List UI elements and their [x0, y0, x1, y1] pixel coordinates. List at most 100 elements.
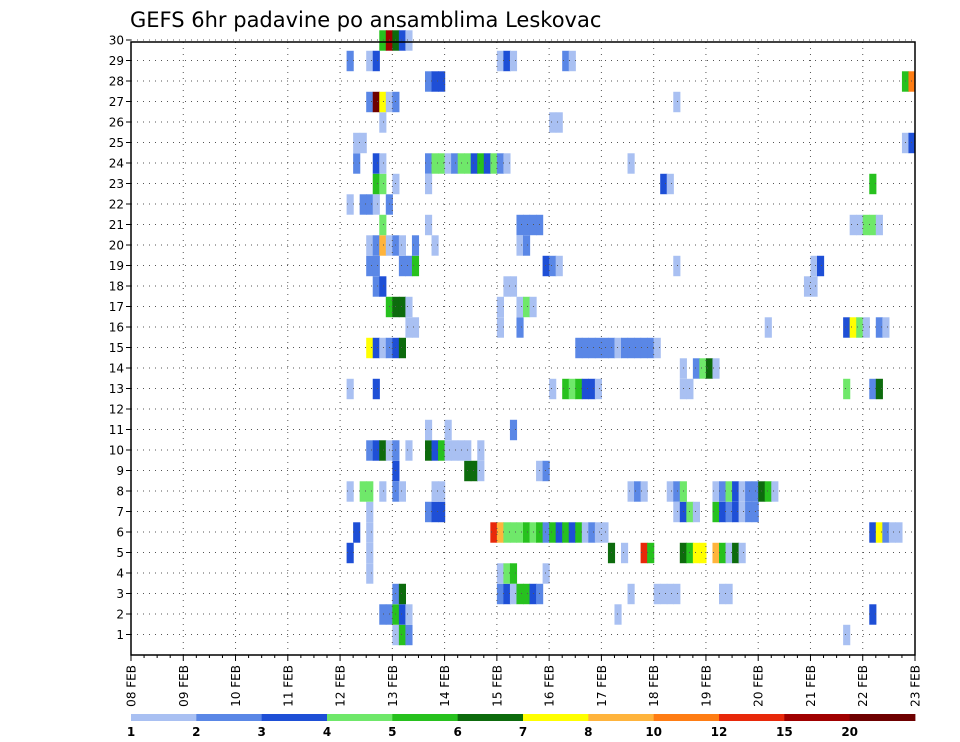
- heatmap-cell: [568, 522, 576, 543]
- heatmap-cell: [346, 542, 354, 564]
- heatmap-cell: [503, 153, 511, 174]
- heatmap-cell: [725, 542, 733, 564]
- y-tick-label: 18: [109, 280, 124, 294]
- heatmap-cell: [542, 460, 550, 482]
- x-tick-label: 17 FEB: [595, 665, 609, 707]
- colorbar-tick-label: 10: [645, 725, 662, 739]
- heatmap-cell: [509, 583, 518, 605]
- y-tick-label: 24: [109, 157, 124, 171]
- heatmap-cell: [372, 91, 380, 113]
- y-tick-label: 5: [116, 546, 124, 560]
- heatmap-cell: [719, 501, 727, 523]
- heatmap-cell: [771, 481, 779, 502]
- heatmap-cell: [862, 214, 870, 236]
- heatmap-cell: [398, 337, 406, 359]
- heatmap-cell: [405, 296, 413, 318]
- heatmap-cell: [516, 235, 524, 256]
- heatmap-cell: [411, 317, 420, 338]
- heatmap-cell: [738, 542, 746, 564]
- heatmap-cell: [431, 481, 439, 502]
- heatmap-cell: [353, 522, 361, 543]
- heatmap-cell: [555, 112, 563, 133]
- heatmap-cell: [555, 522, 563, 543]
- y-tick-label: 25: [109, 136, 124, 150]
- heatmap-cell: [366, 542, 374, 564]
- x-tick-label: 08 FEB: [125, 665, 139, 707]
- heatmap-cell: [398, 296, 406, 318]
- heatmap-cell: [503, 276, 511, 297]
- x-axis: 08 FEB 09 FEB 10 FEB 11 FEB 12 FEB 13 FEB 14 F…: [125, 655, 923, 707]
- heatmap-cell: [372, 153, 380, 174]
- heatmap-cell: [719, 481, 727, 502]
- y-axis: 1234567891011121314151617181920212223242…: [109, 34, 131, 642]
- y-tick-label: 22: [109, 198, 124, 212]
- heatmap-cell: [725, 481, 733, 502]
- y-tick-label: 15: [109, 341, 124, 355]
- heatmap-cell: [353, 153, 361, 174]
- heatmap-cell: [379, 481, 387, 502]
- heatmap-cell: [562, 378, 570, 400]
- heatmap-cell: [490, 153, 498, 174]
- heatmap-cell: [627, 153, 635, 174]
- heatmap-cell: [379, 153, 387, 174]
- x-tick-label: 21 FEB: [804, 665, 818, 707]
- heatmap-cell: [568, 50, 576, 72]
- heatmap-cell: [673, 583, 681, 605]
- heatmap-cell: [712, 481, 720, 502]
- heatmap-cell: [875, 317, 883, 338]
- y-tick-label: 23: [109, 177, 124, 191]
- heatmap-cell: [438, 481, 446, 502]
- heatmap-cell: [509, 419, 518, 441]
- heatmap-cell: [588, 337, 596, 359]
- heatmap-cell: [673, 481, 681, 502]
- x-tick-label: 10 FEB: [229, 665, 243, 707]
- heatmap-cell: [431, 153, 439, 174]
- colorbar-tick-label: 2: [192, 725, 200, 739]
- y-tick-label: 1: [116, 628, 124, 642]
- heatmap-cell: [451, 440, 459, 461]
- colorbar-tick-label: 4: [323, 725, 331, 739]
- colorbar-tick-label: 8: [584, 725, 592, 739]
- y-tick-label: 14: [109, 362, 124, 376]
- heatmap-cell: [477, 440, 485, 461]
- x-tick-label: 14 FEB: [438, 665, 452, 707]
- heatmap-cell: [888, 522, 896, 543]
- heatmap-cell: [581, 378, 589, 400]
- heatmap-cell: [523, 214, 531, 236]
- heatmap-cell: [431, 501, 439, 523]
- heatmap-cell: [542, 255, 550, 277]
- heatmap-cell: [516, 214, 524, 236]
- heatmap-cell: [719, 542, 727, 564]
- heatmap-cell: [379, 112, 387, 133]
- heatmap-cell: [366, 337, 374, 359]
- y-tick-label: 28: [109, 75, 124, 89]
- heatmap-cell: [405, 624, 413, 646]
- heatmap-cell: [549, 378, 557, 400]
- heatmap-cell: [444, 440, 452, 461]
- heatmap-cell: [353, 132, 361, 154]
- heatmap-cell: [523, 235, 531, 256]
- y-tick-label: 13: [109, 382, 124, 396]
- heatmap-cell: [398, 624, 406, 646]
- colorbar-swatch: [457, 714, 524, 721]
- heatmap-cell: [444, 419, 452, 441]
- colorbar-tick-label: 6: [453, 725, 461, 739]
- y-tick-label: 29: [109, 54, 124, 68]
- heatmap-cell: [882, 522, 890, 543]
- heatmap-cell: [849, 317, 857, 338]
- heatmap-cell: [509, 563, 518, 584]
- heatmap-cell: [366, 563, 374, 584]
- heatmap-cell: [660, 583, 668, 605]
- y-tick-label: 16: [109, 321, 124, 335]
- colorbar-tick-label: 7: [519, 725, 527, 739]
- colorbar-legend: 1 2 3 4 5 6 7 8 10 12 15 20: [127, 714, 916, 739]
- plot-frame: [130, 41, 916, 656]
- heatmap-cell: [379, 337, 387, 359]
- heatmap-cell: [581, 522, 589, 543]
- heatmap-cell: [764, 317, 772, 338]
- heatmap-cell: [503, 522, 511, 543]
- heatmap-cell: [666, 481, 674, 502]
- heatmap-cell: [882, 317, 890, 338]
- heatmap-cell: [601, 337, 609, 359]
